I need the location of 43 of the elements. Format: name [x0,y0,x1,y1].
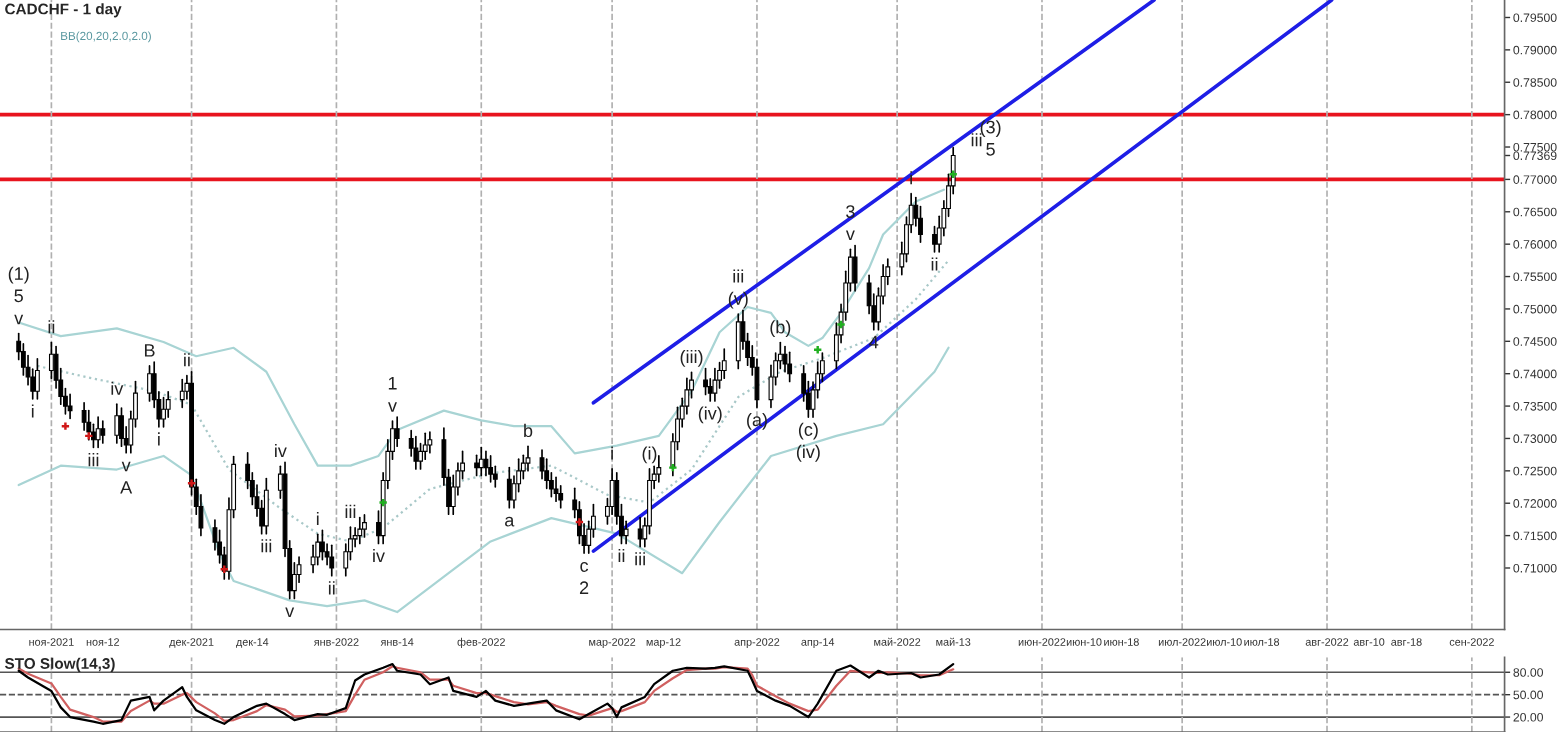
annotation: v [121,461,131,472]
annotation: i [31,404,34,418]
annotation: iii [88,453,99,467]
annotation: iv [275,443,287,458]
annotation: v [845,230,855,241]
annotation: B [144,344,155,357]
annotation: i [158,432,160,446]
annotation: i [910,171,912,185]
annotation: A [120,481,133,494]
annotation: c [580,562,589,572]
annotation: iii [345,504,356,518]
annotation: b [524,423,533,438]
annotation: v [285,607,295,618]
annotation: 5 [14,289,23,303]
annotation: iii [635,552,645,566]
annotation: (1) [8,266,29,284]
annotation: (c) [798,422,818,440]
annotation: (iv) [698,406,722,424]
annotation: (iii) [680,350,703,367]
annotation: iii [261,539,272,553]
annotation: (iv) [796,444,820,462]
annotation: ii [48,320,55,334]
annotation: a [505,516,515,527]
annotation: iii [733,269,744,283]
annotation: i [316,511,319,526]
annotation: iv [111,381,124,395]
annotation: 2 [579,581,589,594]
annotation: v [388,402,397,412]
annotation: i [611,446,613,460]
annotation: (a) [747,412,767,430]
annotation: ii [184,353,190,367]
annotation: 3 [846,205,855,218]
annotation: (b) [770,320,791,338]
annotation: ii [618,548,625,563]
annotation: (i) [642,446,657,464]
annotation: (3) [980,120,1001,138]
annotation: 1 [388,377,397,390]
annotation: 5 [986,143,995,156]
annotation: iii [971,133,982,147]
annotation: v [14,314,24,325]
annotation: ii [328,581,335,595]
annotation: iv [373,548,385,563]
annotation: ii [931,257,938,271]
